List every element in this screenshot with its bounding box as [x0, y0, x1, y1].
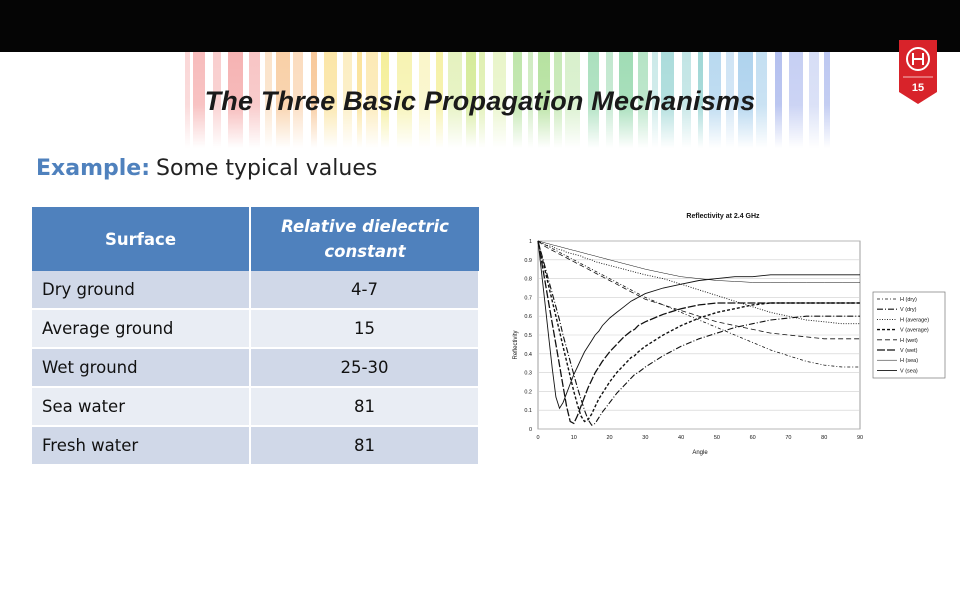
table-row: Fresh water 81: [32, 426, 480, 466]
chart-title: Reflectivity at 2.4 GHz: [686, 213, 760, 220]
y-tick-label: 1: [529, 239, 532, 245]
legend-label: H (sea): [900, 358, 918, 364]
value-cell: 81: [250, 426, 480, 466]
y-tick-label: 0.6: [524, 314, 532, 320]
x-tick-label: 30: [642, 435, 648, 441]
table-header-row: Surface Relative dielectric constant: [32, 207, 479, 271]
x-tick-label: 20: [606, 435, 612, 441]
y-tick-label: 0: [529, 427, 532, 433]
header-dielectric: Relative dielectric constant: [250, 207, 479, 271]
surface-cell: Sea water: [32, 387, 251, 427]
table-row: Wet ground 25-30: [32, 348, 480, 388]
surface-cell: Wet ground: [32, 348, 251, 388]
series-line: [537, 240, 860, 426]
y-tick-label: 0.7: [524, 295, 532, 301]
table-row: Dry ground 4-7: [32, 271, 480, 310]
decorative-banner: [0, 52, 960, 148]
value-cell: 81: [250, 387, 480, 427]
x-tick-label: 80: [821, 435, 827, 441]
value-cell: 25-30: [250, 348, 480, 388]
x-tick-label: 70: [785, 435, 791, 441]
legend-label: H (wet): [900, 338, 918, 344]
value-cell: 4-7: [250, 271, 480, 310]
surface-cell: Dry ground: [32, 271, 251, 310]
subtitle-lead: Example:: [36, 156, 150, 181]
y-tick-label: 0.5: [524, 333, 532, 339]
chart-xlabel: Angle: [692, 450, 708, 456]
legend-label: H (dry): [900, 297, 917, 303]
y-tick-label: 0.2: [524, 389, 532, 395]
series-line: [537, 240, 860, 410]
x-tick-label: 60: [750, 435, 756, 441]
logo-icon: [906, 47, 930, 71]
header-surface: Surface: [32, 207, 251, 271]
series-line: [537, 240, 860, 423]
x-tick-label: 0: [536, 435, 539, 441]
series-line: [537, 240, 860, 283]
table-row: Sea water 81: [32, 387, 480, 427]
banner-fade: [0, 52, 960, 148]
page-number: 15: [911, 82, 925, 94]
y-tick-label: 0.3: [524, 371, 532, 377]
x-tick-label: 10: [571, 435, 577, 441]
x-tick-label: 90: [857, 435, 863, 441]
series-line: [537, 240, 860, 368]
subtitle-text: Some typical values: [156, 156, 378, 181]
y-tick-label: 0.4: [524, 352, 532, 358]
series-line: [537, 240, 860, 425]
university-logo-badge: [899, 40, 937, 104]
logo-mark-icon: [912, 53, 924, 65]
legend-label: V (wet): [900, 348, 918, 354]
x-tick-label: 50: [714, 435, 720, 441]
badge-shape: [899, 40, 937, 104]
reflectivity-chart: Reflectivity at 2.4 GHz Reflectivity Ang…: [513, 213, 946, 456]
chart-ylabel: Reflectivity: [513, 330, 519, 359]
legend-label: V (sea): [900, 368, 918, 374]
table-row: Average ground 15: [32, 309, 480, 349]
surface-cell: Average ground: [32, 309, 251, 349]
slide-title: The Three Basic Propagation Mechanisms: [204, 86, 756, 116]
legend-label: V (average): [900, 328, 929, 334]
value-cell: 15: [250, 309, 480, 349]
example-subtitle: Example: Some typical values: [36, 156, 377, 181]
surface-cell: Fresh water: [32, 426, 251, 466]
legend-box: [872, 291, 946, 379]
x-tick-label: 40: [678, 435, 684, 441]
y-tick-label: 0.9: [524, 258, 532, 264]
legend-label: V (dry): [900, 307, 917, 313]
dielectric-table: Surface Relative dielectric constant Dry…: [32, 207, 480, 466]
legend-label: H (average): [900, 317, 929, 323]
series-line: [537, 240, 860, 340]
top-bar: [0, 0, 960, 52]
y-tick-label: 0.1: [524, 408, 532, 414]
y-tick-label: 0.8: [524, 277, 532, 283]
